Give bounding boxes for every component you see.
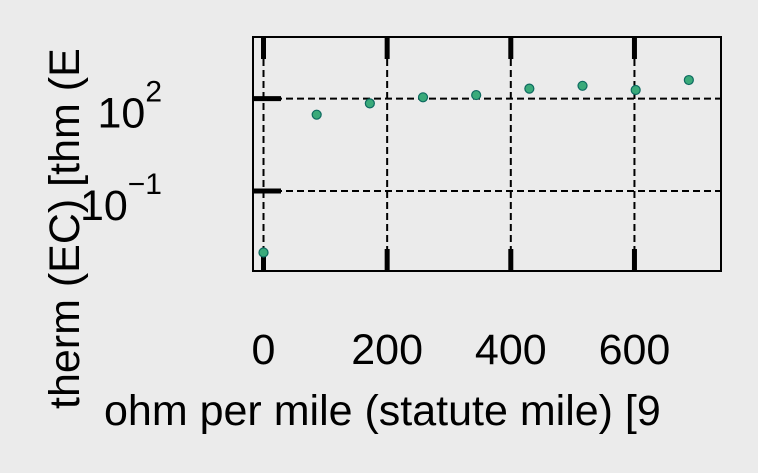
grid [253,37,721,271]
x-axis-label: ohm per mile (statute mile) [9 [104,387,661,435]
y-tick-label: 102 [97,76,162,138]
data-points [258,74,694,258]
plot-background [253,37,721,271]
x-tick-label: 400 [475,326,547,374]
y-axis-label: therm (EC) [thm (E [41,48,89,409]
data-point [630,84,641,96]
y-tick-labels: 102 10−1 [80,76,162,230]
data-point [524,83,535,94]
data-point [417,92,429,103]
plot-frame [252,36,722,272]
axis-ticks [253,37,637,271]
data-point [471,89,482,101]
data-point [577,80,588,91]
data-point [364,98,375,109]
x-tick-label: 200 [351,326,423,374]
data-point [311,109,322,120]
y-tick-label: 10−1 [80,168,162,230]
x-tick-label: 600 [599,326,671,374]
data-point [258,247,269,258]
x-tick-labels: 0 200 400 600 [252,326,671,374]
data-point [683,74,694,86]
x-tick-label: 0 [252,326,276,374]
